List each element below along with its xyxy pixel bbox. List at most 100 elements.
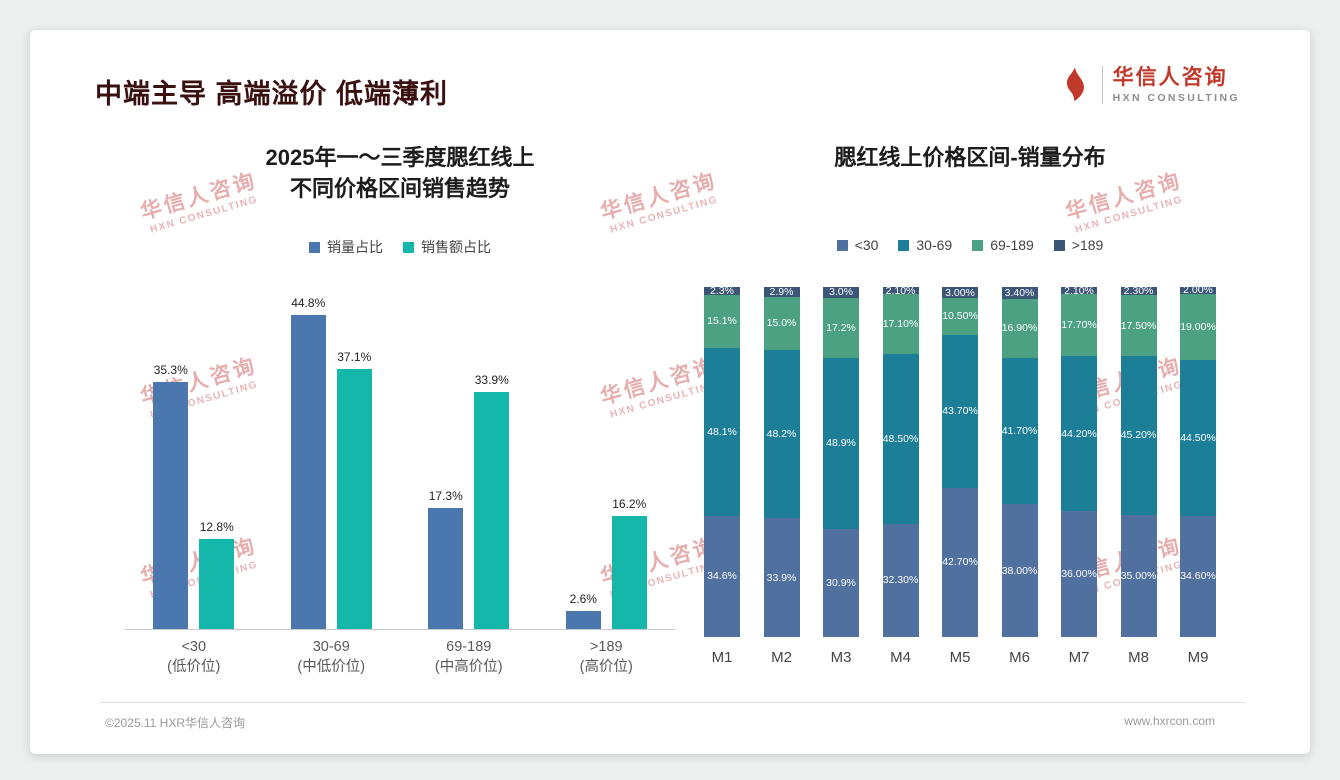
right-chart-panel: 腮红线上价格区间-销量分布 <30 30-69 69-189 >189 34.6% 48… xyxy=(690,135,1250,710)
bar-segment: 19.00% xyxy=(1180,293,1216,361)
bar-segment: 3.00% xyxy=(942,287,978,299)
category-label: M8 xyxy=(1128,649,1149,666)
bar-segment: 34.60% xyxy=(1180,515,1216,637)
bar-segment: 2.00% xyxy=(1180,284,1216,296)
bar-segment: 10.50% xyxy=(942,297,978,335)
legend-swatch xyxy=(972,239,984,251)
legend-label: 销售额占比 xyxy=(421,239,491,255)
bar-value-label: 35.3% xyxy=(153,362,188,377)
legend-item: 销量占比 xyxy=(309,237,383,257)
grouped-bar-plot: 35.3% 12.8% <30 (低价位) 44.8% 37.1% 30-69 (中低价位… xyxy=(125,280,675,675)
bar-segment: 2.10% xyxy=(882,285,919,297)
legend-swatch xyxy=(309,241,320,253)
bar-segment: 17.10% xyxy=(882,294,919,355)
logo-tagline: HXN CONSULTING xyxy=(1112,92,1240,105)
bar-value-label: 44.8% xyxy=(291,296,326,311)
footer-website: www.hxrcon.com xyxy=(1124,714,1215,728)
bar-segment: 44.50% xyxy=(1180,360,1216,516)
right-chart-title: 腮红线上价格区间-销量分布 xyxy=(834,145,1106,170)
bar-segment: 45.20% xyxy=(1120,356,1157,515)
bar: 16.2% xyxy=(611,497,647,629)
left-chart-legend: 销量占比 销售额占比 xyxy=(100,237,700,257)
bar-segment: 48.1% xyxy=(704,347,740,516)
legend-swatch xyxy=(1053,239,1065,251)
stacked-bar: 42.70% 43.70% 10.50% 3.00% M5 xyxy=(942,287,978,666)
bar-segment: 3.40% xyxy=(1001,287,1038,299)
logo-divider xyxy=(1101,66,1103,105)
category-label: M7 xyxy=(1068,649,1090,666)
bar-segment: 35.00% xyxy=(1120,514,1157,637)
bar: 33.9% xyxy=(474,373,510,629)
bar-segment: 36.00% xyxy=(1061,511,1097,637)
stacked-bar: 36.00% 44.20% 17.70% 2.10% M7 xyxy=(1061,285,1097,666)
logo-text: 华信人咨询 HXN CONSULTING xyxy=(1113,66,1240,104)
bar-segment: 2.10% xyxy=(1061,285,1097,297)
bar-segment: 2.9% xyxy=(763,286,800,298)
bar-segment: 48.2% xyxy=(763,349,800,519)
legend-item: 69-189 xyxy=(972,237,1034,253)
bar-segment: 34.6% xyxy=(704,515,740,637)
category-label: M1 xyxy=(711,649,733,666)
legend-swatch xyxy=(403,241,414,253)
bar: 44.8% xyxy=(290,296,326,629)
slide-title: 中端主导 高端溢价 低端薄利 xyxy=(95,79,449,109)
stacked-bar: 34.6% 48.1% 15.1% 2.3% M1 xyxy=(704,285,740,666)
bar-segment: 15.1% xyxy=(704,294,740,348)
bar-value-label: 16.2% xyxy=(612,496,647,511)
legend-item: >189 xyxy=(1053,237,1104,253)
bar-segment: 17.2% xyxy=(823,297,859,358)
legend-swatch xyxy=(836,239,848,251)
bar-segment: 17.70% xyxy=(1061,294,1097,357)
stacked-bar: 38.00% 41.70% 16.90% 3.40% M6 xyxy=(1001,287,1038,666)
bar-segment: 2.3% xyxy=(704,285,740,297)
bar-segment: 2.30% xyxy=(1120,285,1157,297)
stacked-bar: 32.30% 48.50% 17.10% 2.10% M4 xyxy=(882,285,919,666)
stacked-bar: 34.60% 44.50% 19.00% 2.00% M9 xyxy=(1180,284,1216,666)
bar-segment: 44.20% xyxy=(1061,356,1097,511)
logo-company-name: 华信人咨询 xyxy=(1112,66,1228,89)
category-label: M9 xyxy=(1187,649,1209,666)
footer-divider xyxy=(100,702,1245,703)
legend-label: <30 xyxy=(854,237,879,253)
bar: 17.3% xyxy=(428,489,464,629)
bar-value-label: 2.6% xyxy=(569,591,597,606)
legend-item: <30 xyxy=(836,237,879,253)
bar-group: 35.3% 12.8% <30 (低价位) xyxy=(153,280,235,675)
bar-segment: 32.30% xyxy=(882,523,919,637)
logo-flame-icon xyxy=(1058,66,1092,104)
legend-swatch xyxy=(898,239,910,251)
left-chart-title: 2025年一～三季度腮红线上 不同价格区间销售趋势 xyxy=(265,145,535,201)
category-label: M5 xyxy=(949,649,971,666)
bar-segment: 38.00% xyxy=(1001,504,1038,637)
category-label: <30 (低价位) xyxy=(167,639,221,675)
bar: 35.3% xyxy=(153,363,189,629)
stacked-bar: 30.9% 48.9% 17.2% 3.0% M3 xyxy=(823,286,859,666)
stacked-bar-plot: 34.6% 48.1% 15.1% 2.3% M1 33.9% 48.2% 15.0% 2.9%… xyxy=(704,284,1216,666)
bar-segment: 17.50% xyxy=(1120,295,1157,357)
category-label: M2 xyxy=(771,649,792,666)
company-logo: 华信人咨询 HXN CONSULTING xyxy=(1058,66,1240,104)
right-chart-legend: <30 30-69 69-189 >189 xyxy=(690,237,1250,253)
legend-label: >189 xyxy=(1071,237,1104,253)
bar-segment: 16.90% xyxy=(1001,298,1038,359)
bar: 37.1% xyxy=(336,350,372,629)
bar-group: 17.3% 33.9% 69-189 (中高价位) xyxy=(428,280,510,675)
legend-label: 69-189 xyxy=(990,237,1034,253)
slide-card: 华信人咨询 HXN CONSULTING 华信人咨询 HXN CONSULTING 华信… xyxy=(30,30,1310,754)
bar-segment: 33.9% xyxy=(763,518,800,637)
stacked-bar: 33.9% 48.2% 15.0% 2.9% M2 xyxy=(763,286,800,666)
left-chart-panel: 2025年一～三季度腮红线上 不同价格区间销售趋势 销量占比 销售额占比 35.3… xyxy=(100,135,700,710)
bar-segment: 48.9% xyxy=(823,357,859,529)
category-label: 69-189 (中高价位) xyxy=(434,639,503,675)
stacked-bar: 35.00% 45.20% 17.50% 2.30% M8 xyxy=(1120,285,1157,666)
bar-segment: 41.70% xyxy=(1001,358,1038,504)
bar-value-label: 37.1% xyxy=(337,350,372,365)
bar-segment: 42.70% xyxy=(942,487,978,637)
bar: 12.8% xyxy=(199,520,235,629)
category-label: >189 (高价位) xyxy=(579,639,633,675)
bar-segment: 3.0% xyxy=(823,286,859,298)
category-label: M3 xyxy=(830,649,852,666)
legend-label: 销量占比 xyxy=(327,239,383,255)
footer-copyright: ©2025.11 HXR华信人咨询 xyxy=(105,716,245,730)
legend-label: 30-69 xyxy=(916,237,953,253)
